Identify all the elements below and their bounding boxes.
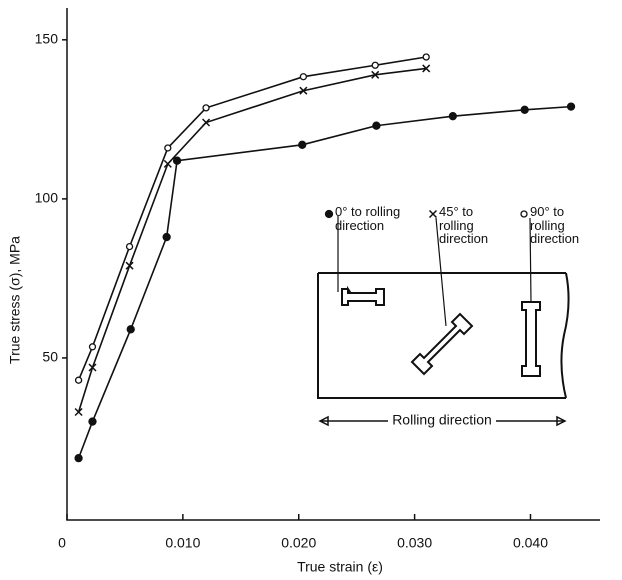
- rolling-arrow: [318, 415, 567, 427]
- marker: [163, 159, 172, 168]
- marker: [371, 70, 380, 79]
- x-tick-label: 0: [58, 535, 66, 551]
- marker: [520, 105, 529, 114]
- marker: [125, 261, 134, 270]
- legend-symbol: [520, 210, 528, 218]
- marker: [202, 104, 210, 112]
- marker: [74, 376, 83, 384]
- marker: [126, 325, 135, 334]
- marker: [299, 73, 308, 81]
- y-tick-label: 100: [35, 190, 59, 206]
- legend-symbol: [324, 209, 334, 219]
- inset-label: Rolling direction: [392, 412, 492, 428]
- marker: [125, 242, 134, 251]
- y-axis-label: True stress (σ), MPa: [7, 236, 23, 364]
- marker: [88, 343, 97, 351]
- marker: [422, 53, 430, 61]
- series-line: [77, 56, 427, 381]
- sheet-outline: [317, 272, 570, 399]
- marker: [74, 407, 83, 417]
- x-tick-label: 0.040: [513, 535, 548, 551]
- legend-entry: 90° to rolling direction: [530, 205, 580, 247]
- marker: [372, 121, 381, 130]
- marker: [299, 86, 308, 95]
- y-tick-label: 150: [35, 31, 59, 47]
- specimen-0: [341, 285, 385, 306]
- marker: [202, 118, 211, 127]
- marker: [88, 363, 97, 372]
- marker: [172, 156, 182, 165]
- legend-entry-box: 45° to rolling direction: [439, 205, 489, 247]
- specimen-90: [521, 301, 541, 377]
- marker: [164, 144, 172, 152]
- x-tick-label: 0.020: [281, 535, 316, 551]
- marker: [162, 232, 171, 242]
- marker: [422, 64, 431, 73]
- marker: [88, 417, 97, 426]
- pointer: [337, 216, 532, 327]
- x-tick-label: 0.030: [397, 535, 432, 551]
- marker: [566, 102, 576, 111]
- legend-entry-box: 90° to rolling direction: [530, 205, 580, 247]
- x-tick-label: 0.010: [165, 535, 200, 551]
- marker: [298, 140, 307, 149]
- inset-diagram: [317, 216, 570, 427]
- x-axis-label: True strain (ε): [297, 559, 383, 575]
- legend-entry-box: 0° to rolling direction: [335, 205, 401, 233]
- series-line: [77, 105, 572, 459]
- legend-symbol: [428, 209, 438, 219]
- specimen-45: [410, 312, 474, 376]
- series-line: [77, 67, 427, 413]
- y-tick-label: 50: [42, 349, 58, 365]
- marker: [74, 453, 83, 463]
- marker: [448, 112, 457, 121]
- legend-entry: 0° to rolling direction: [335, 205, 401, 233]
- legend-entry: 45° to rolling direction: [439, 205, 489, 247]
- marker: [371, 61, 379, 69]
